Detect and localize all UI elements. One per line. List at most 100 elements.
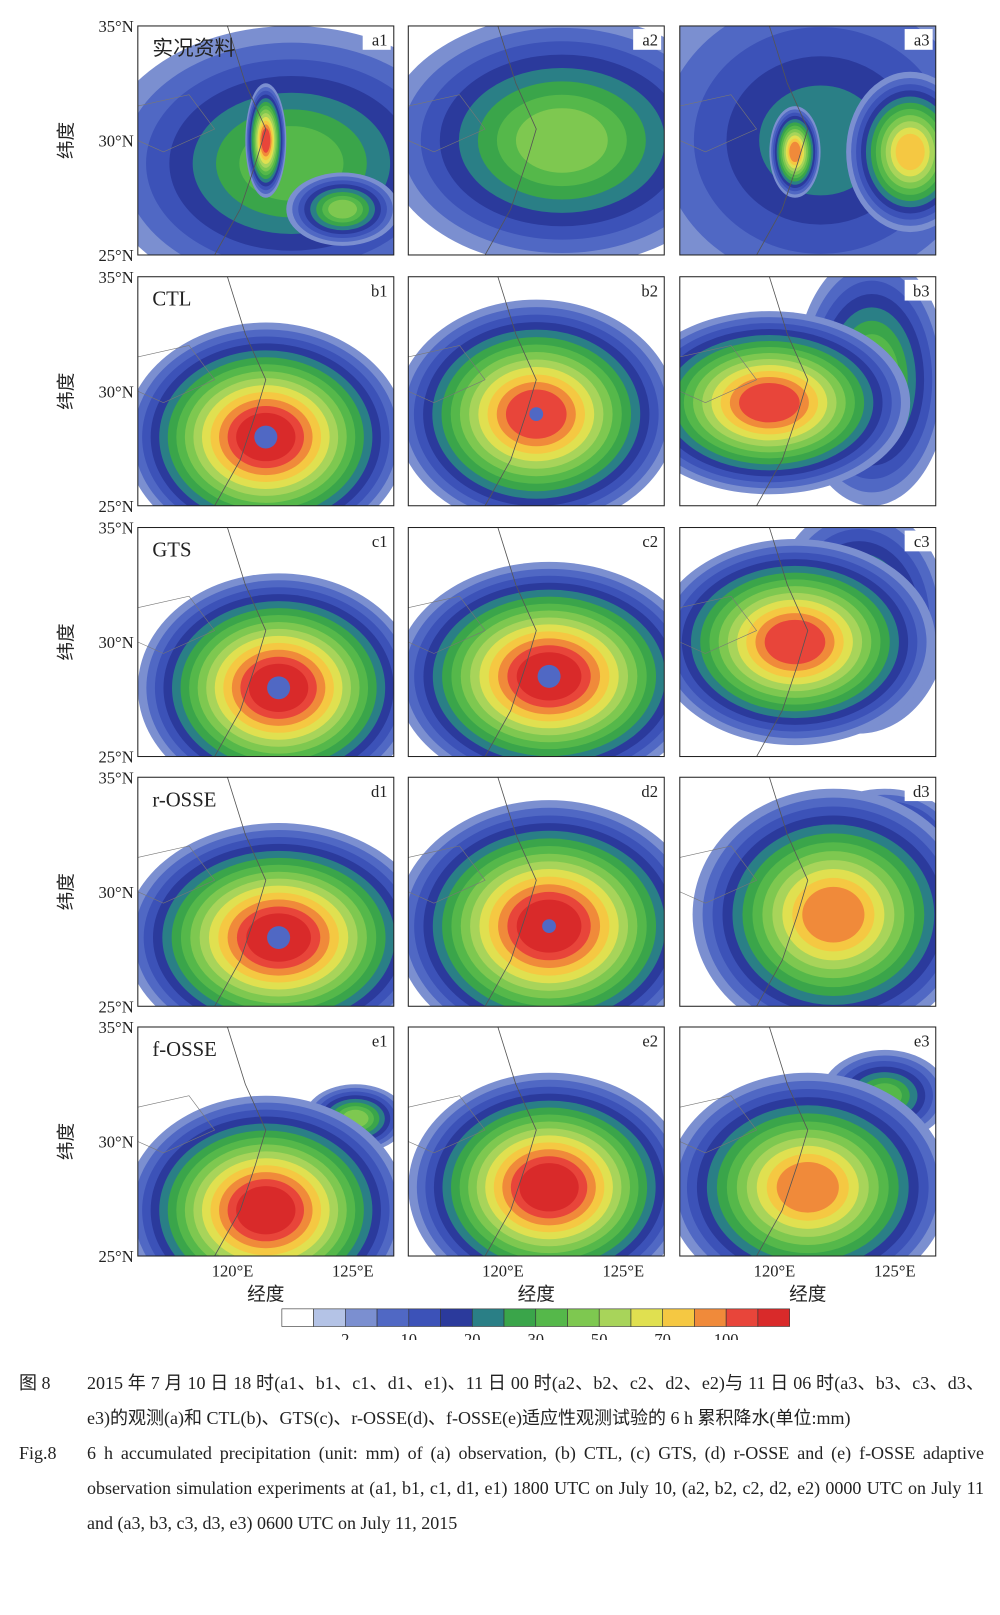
row-title: 实况资料 <box>152 37 235 60</box>
panel-label: b3 <box>913 281 930 300</box>
panel-frame <box>137 25 395 256</box>
lat-tick-label: 25°N <box>98 497 133 516</box>
lat-tick-label: 35°N <box>98 768 133 787</box>
lat-tick-label: 35°N <box>98 268 133 287</box>
lat-tick-label: 30°N <box>98 633 133 652</box>
figure: a1 实况资料 35°N 30°N 25°N 纬度 a2 a3 b1 CTL 35°N 30°N 25°… <box>57 17 937 1349</box>
panel-label-box <box>633 1030 662 1051</box>
coastline <box>756 777 809 1007</box>
lon-tick-label: 125°E <box>874 1262 916 1281</box>
panel-frame <box>137 776 395 1007</box>
precip-area <box>802 886 865 943</box>
colorbar-swatch <box>694 1308 727 1327</box>
panel-frame <box>407 526 665 758</box>
colorbar-tick-label: 2 <box>341 1330 349 1340</box>
colorbar-swatch <box>440 1308 473 1327</box>
coastline <box>756 1026 809 1257</box>
border <box>137 595 216 654</box>
border <box>679 595 758 654</box>
panel-frame <box>137 1026 395 1257</box>
panel-frame <box>679 25 937 256</box>
precip-area <box>236 1186 296 1235</box>
panel-frame <box>137 276 395 507</box>
panel-label-box <box>362 1030 391 1051</box>
map <box>679 527 936 757</box>
caption-label: Fig.8 <box>19 1443 57 1463</box>
lon-tick-label: 120°E <box>754 1262 796 1281</box>
map <box>137 1026 394 1257</box>
colorbar-swatch <box>281 1308 314 1327</box>
precip-area <box>519 1163 579 1212</box>
panel-label-box <box>362 530 391 552</box>
caption: 图 8 2015 年 7 月 10 日 18 时(a1、b1、c1、d1、e1)… <box>19 1366 984 1541</box>
coastline <box>484 777 537 1007</box>
coastline <box>214 276 267 506</box>
caption-text: 2015 年 7 月 10 日 18 时(a1、b1、c1、d1、e1)、11 … <box>87 1373 984 1428</box>
colorbar-swatch <box>535 1308 568 1327</box>
panel-label-box <box>904 279 933 301</box>
colorbar-tick-label: 50 <box>591 1330 608 1340</box>
border <box>408 595 486 654</box>
panel-frame <box>407 1026 665 1257</box>
map <box>408 25 665 255</box>
colorbar-swatch <box>725 1308 759 1327</box>
coastline <box>214 25 267 255</box>
lon-tick-label: 125°E <box>332 1262 374 1281</box>
coastline <box>214 1026 267 1257</box>
border <box>679 94 758 153</box>
colorbar-swatch <box>567 1308 600 1327</box>
x-axis-label: 经度 <box>247 1285 284 1306</box>
map <box>137 25 394 255</box>
precip-area <box>328 199 358 219</box>
caption-en: Fig.8 6 h accumulated precipitation (uni… <box>19 1436 984 1541</box>
panel-label: a1 <box>372 31 388 50</box>
panel-label-box <box>904 1030 933 1051</box>
panel-label: d1 <box>371 782 388 801</box>
y-axis-label: 纬度 <box>57 1123 78 1160</box>
precip-area <box>764 619 826 665</box>
panel-label-box <box>904 780 933 802</box>
panel-frame <box>407 25 665 256</box>
caption-label: 图 8 <box>19 1373 51 1393</box>
typhoon-eye <box>537 664 561 688</box>
colorbar-swatch <box>503 1308 537 1327</box>
panel-label: c3 <box>914 532 930 551</box>
lat-tick-label: 25°N <box>98 1247 133 1266</box>
map <box>679 25 936 255</box>
row-title: GTS <box>152 540 191 562</box>
lat-tick-label: 30°N <box>98 382 133 401</box>
lat-tick-label: 35°N <box>98 17 133 36</box>
panel-frame <box>407 276 665 507</box>
lat-tick-label: 25°N <box>98 748 133 767</box>
panel-label-box <box>904 29 933 50</box>
map <box>137 276 394 506</box>
map <box>408 1026 665 1257</box>
colorbar-tick-label: 100 <box>714 1330 739 1340</box>
colorbar-swatch <box>598 1308 632 1327</box>
panel-label-box <box>633 780 662 802</box>
row-title: f-OSSE <box>152 1039 216 1061</box>
precip-area <box>261 128 271 153</box>
y-axis-label: 纬度 <box>57 373 78 410</box>
y-axis-label: 纬度 <box>57 873 78 910</box>
colorbar-swatch <box>345 1308 378 1327</box>
border <box>408 845 486 904</box>
panel-label: a2 <box>642 31 658 50</box>
map <box>408 276 665 506</box>
border <box>137 845 216 904</box>
lon-tick-label: 120°E <box>482 1262 524 1281</box>
border <box>679 845 758 904</box>
colorbar-tick-label: 30 <box>527 1330 544 1340</box>
coastline <box>214 777 267 1007</box>
coastline <box>484 527 537 757</box>
border <box>137 345 216 404</box>
border <box>679 345 758 404</box>
border <box>408 1095 486 1154</box>
typhoon-eye <box>529 407 544 422</box>
panel-label: c2 <box>642 532 658 551</box>
map <box>408 527 665 757</box>
panel-frame <box>679 1026 937 1257</box>
typhoon-eye <box>267 676 291 700</box>
lon-tick-label: 120°E <box>212 1262 254 1281</box>
lat-tick-label: 35°N <box>98 1018 133 1037</box>
